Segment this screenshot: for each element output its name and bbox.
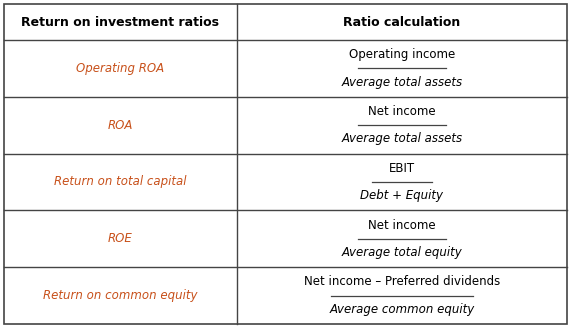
Text: Net income: Net income <box>368 218 436 232</box>
Text: ROA: ROA <box>108 119 133 132</box>
Text: Net income: Net income <box>368 105 436 118</box>
Text: Return on total capital: Return on total capital <box>54 175 187 189</box>
Text: Average common equity: Average common equity <box>329 303 475 316</box>
Text: ROE: ROE <box>108 232 133 245</box>
Text: Return on common equity: Return on common equity <box>43 289 198 302</box>
Text: Debt + Equity: Debt + Equity <box>360 189 444 202</box>
Text: Average total equity: Average total equity <box>341 246 463 259</box>
Text: EBIT: EBIT <box>389 162 415 175</box>
Text: Average total assets: Average total assets <box>341 133 463 145</box>
Text: Operating ROA: Operating ROA <box>77 62 164 75</box>
Text: Net income – Preferred dividends: Net income – Preferred dividends <box>304 276 500 288</box>
Text: Average total assets: Average total assets <box>341 76 463 89</box>
Text: Return on investment ratios: Return on investment ratios <box>22 15 219 29</box>
Text: Operating income: Operating income <box>349 48 455 61</box>
Text: Ratio calculation: Ratio calculation <box>343 15 461 29</box>
